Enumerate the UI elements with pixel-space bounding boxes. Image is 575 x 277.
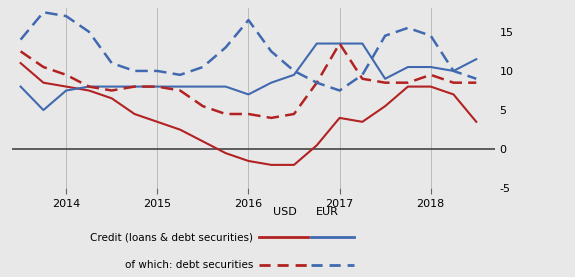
Text: of which: debt securities: of which: debt securities [125,260,253,270]
Text: EUR: EUR [316,207,339,217]
Text: USD: USD [273,207,297,217]
Text: Credit (loans & debt securities): Credit (loans & debt securities) [90,232,253,242]
